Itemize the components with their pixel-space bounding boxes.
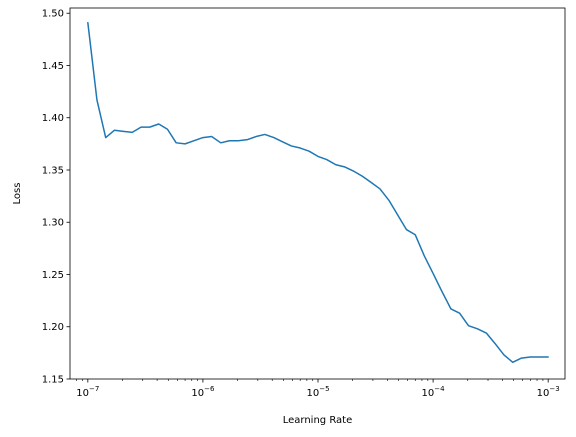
plot-area-frame — [69, 7, 566, 380]
plot-area-background — [70, 8, 565, 379]
y-tick-label: 1.20 — [42, 322, 64, 333]
y-tick-label: 1.35 — [42, 165, 64, 176]
y-tick-label: 1.45 — [42, 61, 64, 72]
y-tick-label: 1.15 — [42, 375, 64, 386]
x-tick-label: 10−4 — [422, 385, 446, 399]
y-tick-label: 1.40 — [42, 113, 64, 124]
loss-series — [87, 21, 549, 364]
x-axis-label: Learning Rate — [283, 415, 353, 426]
x-tick-label: 10−6 — [191, 385, 215, 399]
x-tick-label: 10−3 — [537, 385, 560, 399]
loss-curve-line — [87, 21, 549, 364]
y-tick-label: 1.30 — [42, 218, 64, 229]
y-tick-label: 1.25 — [42, 270, 64, 281]
y-axis-label: Loss — [12, 183, 23, 205]
x-tick-label: 10−5 — [306, 385, 329, 399]
x-axis-ticks: 10−7 10−6 10−5 10−4 10−3 — [76, 379, 560, 399]
y-tick-label: 1.50 — [42, 9, 64, 20]
x-tick-label: 10−7 — [76, 385, 99, 399]
y-axis-ticks: 1.15 1.20 1.25 1.30 1.35 1.40 1.45 1.50 — [42, 9, 70, 386]
